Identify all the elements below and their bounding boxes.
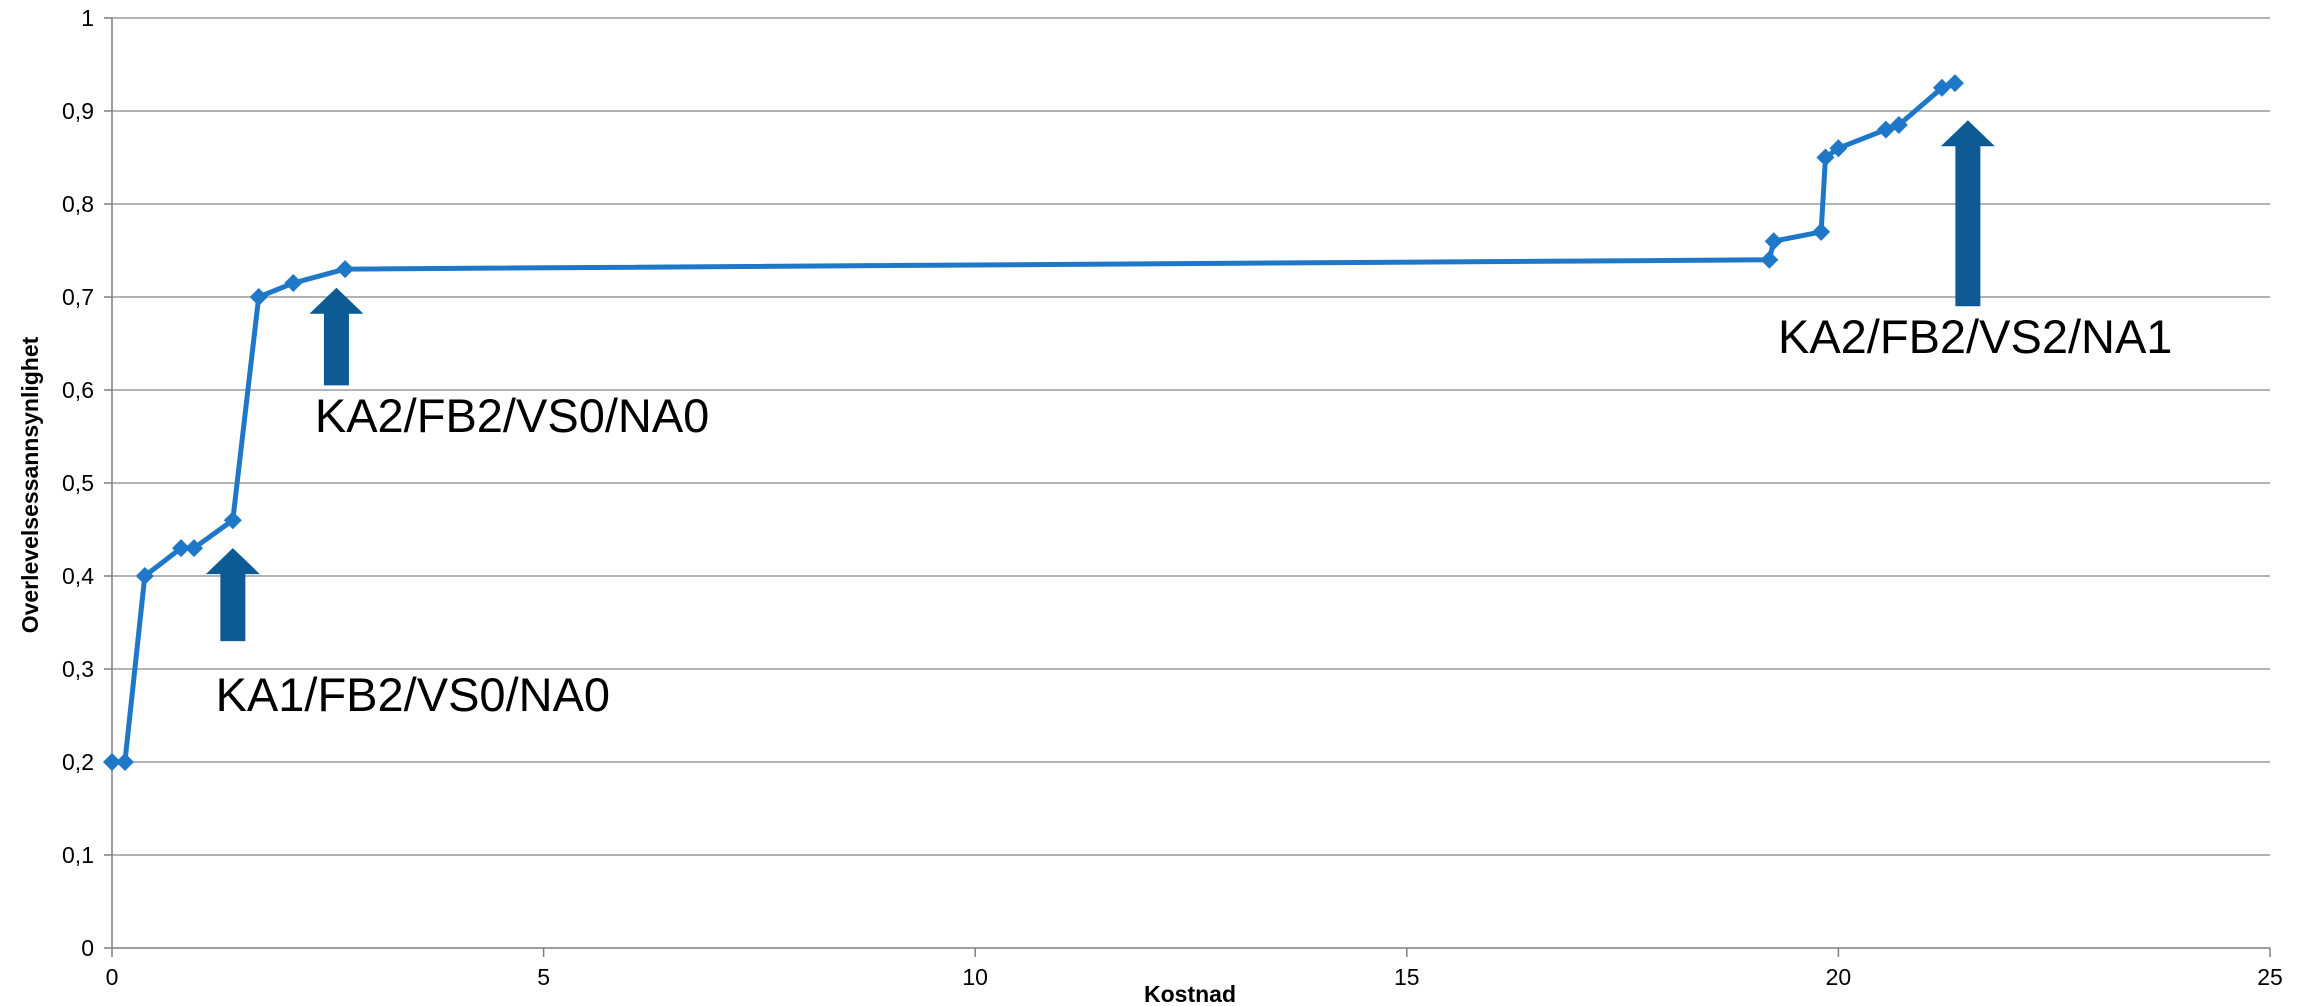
y-tick-label: 0,8 [62,191,94,217]
y-tick-label: 0,9 [62,98,94,124]
y-tick-label: 0,5 [62,470,94,496]
y-tick-label: 0,4 [62,563,94,589]
y-tick-label: 1 [81,5,94,31]
data-point-marker [336,260,355,279]
annotation-arrow [1940,120,1995,307]
y-tick-label: 0 [81,935,94,961]
annotation-label: KA2/FB2/VS2/NA1 [1778,310,2172,363]
data-point-marker [1760,250,1779,269]
axes [104,17,2271,957]
gridlines [112,17,2270,856]
y-tick-label: 0,3 [62,656,94,682]
data-point-marker [1945,74,1964,93]
x-axis-title: Kostnad [1144,981,1236,1006]
annotations: KA1/FB2/VS0/NA0 KA2/FB2/VS0/NA0 KA2/FB2/VS… [205,120,2172,721]
data-point-marker [1764,232,1783,251]
x-tick-label: 20 [1826,964,1852,990]
data-point-marker [284,274,303,293]
x-tick-label: 5 [537,964,550,990]
annotation-label: KA1/FB2/VS0/NA0 [216,668,610,721]
x-tick-label: 25 [2257,964,2283,990]
x-tick-label: 15 [1394,964,1420,990]
data-point-marker [115,753,134,771]
y-tick-label: 0,1 [62,842,94,868]
data-series [103,74,1964,771]
data-point-marker [249,288,268,306]
annotation-arrow [309,287,364,386]
tick-labels: 00,10,20,30,40,50,60,70,80,910 5 10 15 20 25 [62,5,2283,990]
data-point-marker [103,753,121,771]
y-tick-label: 0,2 [62,749,94,775]
data-point-marker [185,539,204,558]
x-tick-label: 10 [962,964,988,990]
data-point-marker [1829,139,1848,158]
data-point-marker [223,511,242,530]
data-point-marker [1816,148,1835,167]
y-tick-label: 0,7 [62,284,94,310]
y-tick-label: 0,6 [62,377,94,403]
data-point-marker [1812,222,1831,241]
y-axis-title: Overlevelsessannsynlighet [17,336,43,633]
data-point-marker [1876,120,1895,139]
data-point-marker [1889,115,1908,134]
annotation-label: KA2/FB2/VS0/NA0 [315,389,709,442]
x-tick-label: 0 [106,964,119,990]
data-point-marker [172,539,191,558]
annotation-arrow [205,548,260,642]
data-point-marker [135,567,154,585]
